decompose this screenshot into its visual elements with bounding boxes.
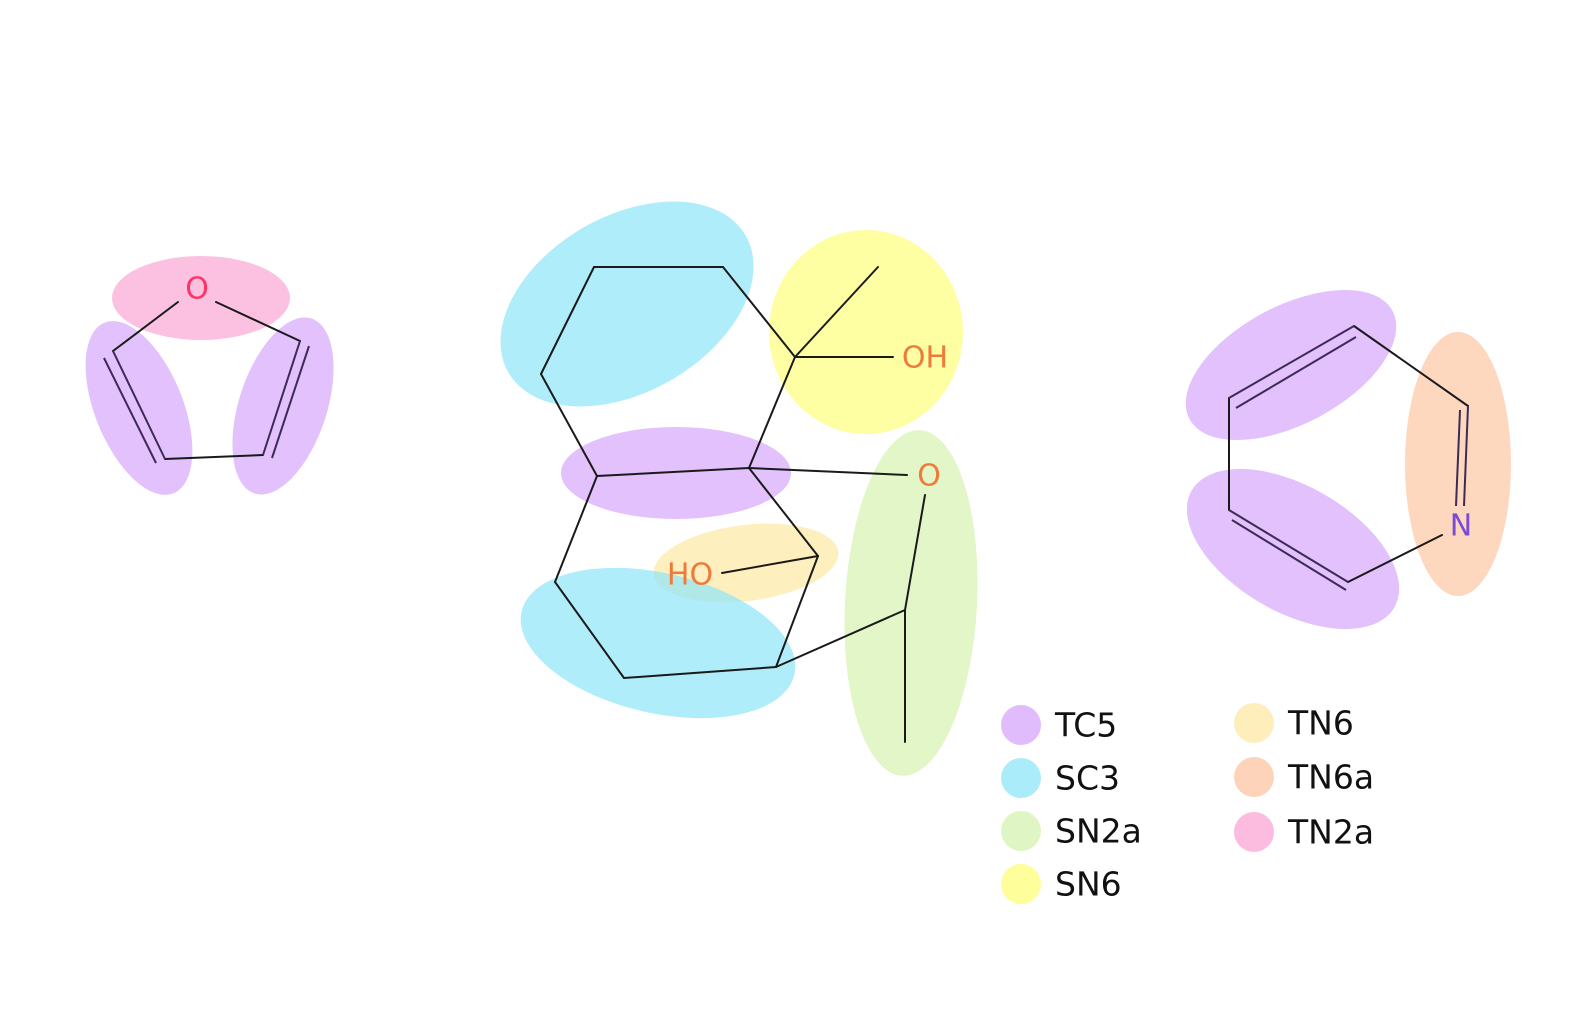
double-bond <box>1463 405 1469 507</box>
double-bond <box>103 357 157 464</box>
bond <box>596 467 750 477</box>
legend-label: TN6 <box>1287 704 1354 743</box>
bond <box>554 581 625 679</box>
double-bond <box>1235 336 1357 409</box>
bead-tc5-pyridine-top <box>1185 289 1397 441</box>
bond <box>748 356 796 469</box>
legend-item: SN2a <box>1001 811 1142 851</box>
bond <box>775 609 906 668</box>
bead-sn6 <box>769 230 963 434</box>
double-bond <box>1228 509 1349 583</box>
pyridine-molecule: N <box>1185 289 1511 629</box>
legend-item: TN6 <box>1234 703 1354 743</box>
double-bond <box>112 350 166 460</box>
legend-label: SC3 <box>1055 759 1120 798</box>
legend-item: TN2a <box>1234 812 1374 852</box>
bond <box>554 475 598 583</box>
legend-item: SN6 <box>1001 864 1122 904</box>
bond <box>1353 325 1469 407</box>
legend-label: SN6 <box>1055 865 1122 904</box>
legend-swatch <box>1001 758 1041 798</box>
bond <box>623 666 777 679</box>
double-bond <box>262 340 301 456</box>
legend-swatch <box>1001 705 1041 745</box>
legend-swatch <box>1234 757 1274 797</box>
bead-tc5-furan-right <box>232 317 334 495</box>
bond <box>1347 534 1443 583</box>
central-molecule: OH O HO <box>500 201 978 776</box>
double-bond <box>1455 409 1461 507</box>
legend-item: TC5 <box>1001 705 1117 745</box>
atom-furan-o: O <box>185 272 209 307</box>
legend-label: TN6a <box>1287 758 1374 797</box>
bead-sc3-top <box>500 201 754 407</box>
legend-label: SN2a <box>1055 812 1142 851</box>
bond <box>722 266 796 358</box>
legend-swatch <box>1234 703 1274 743</box>
furan-molecule: O <box>85 256 334 495</box>
bond <box>215 301 301 342</box>
legend-label: TN2a <box>1287 813 1374 852</box>
atom-ether-o: O <box>917 459 941 494</box>
legend: TC5 SC3 SN2a SN6 TN6 TN6a TN2a <box>1001 703 1374 904</box>
bond <box>164 454 264 460</box>
bond <box>904 494 926 611</box>
double-bond <box>1231 519 1347 591</box>
bond <box>748 467 908 476</box>
bead-sc3-bottom <box>520 567 796 719</box>
double-bond <box>1228 325 1355 399</box>
bond <box>540 373 598 477</box>
legend-label: TC5 <box>1054 706 1117 745</box>
double-bond <box>271 345 310 459</box>
legend-swatch <box>1234 812 1274 852</box>
bond <box>748 467 819 557</box>
bond <box>112 301 179 352</box>
bead-tc5-center <box>561 427 791 519</box>
bead-sn2a <box>844 430 978 776</box>
bead-tc5-furan-left <box>85 321 193 495</box>
legend-swatch <box>1001 811 1041 851</box>
legend-item: TN6a <box>1234 757 1374 797</box>
atom-ho-left: HO <box>667 558 713 593</box>
bond <box>775 555 819 668</box>
bond <box>794 266 879 358</box>
bond <box>540 266 595 375</box>
atom-oh-right: OH <box>902 341 948 376</box>
atom-pyridine-n: N <box>1450 509 1472 544</box>
legend-swatch <box>1001 864 1041 904</box>
bond <box>721 555 819 574</box>
legend-item: SC3 <box>1001 758 1120 798</box>
